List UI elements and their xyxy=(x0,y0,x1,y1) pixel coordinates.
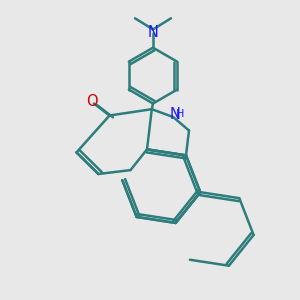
Text: H: H xyxy=(176,109,184,119)
Text: O: O xyxy=(87,94,98,109)
Text: N: N xyxy=(170,107,181,122)
Text: N: N xyxy=(148,25,158,40)
